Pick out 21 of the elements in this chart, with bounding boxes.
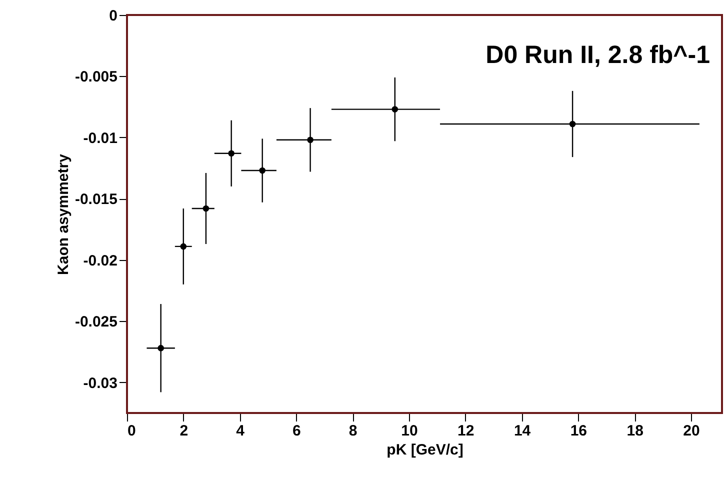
x-tick-label: 16 bbox=[570, 422, 588, 440]
y-tick-label: -0.03 bbox=[83, 374, 118, 392]
x-tick-label: 6 bbox=[292, 422, 301, 440]
x-tick-label: 2 bbox=[180, 422, 188, 440]
x-axis-title: pK [GeV/c] bbox=[386, 442, 464, 458]
annotation: D0 Run II, 2.8 fb^-1 bbox=[486, 41, 710, 69]
x-tick-label: 12 bbox=[458, 422, 474, 440]
x-tick-label: 14 bbox=[514, 422, 532, 440]
x-tick-label: 0 bbox=[128, 422, 136, 440]
x-tick-label: 18 bbox=[626, 422, 644, 440]
y-tick-label: 0 bbox=[109, 8, 118, 24]
y-tick-label: -0.015 bbox=[74, 191, 118, 208]
x-tick-label: 4 bbox=[236, 422, 246, 440]
y-tick-label: -0.02 bbox=[83, 252, 118, 270]
x-tick-label: 10 bbox=[401, 422, 418, 440]
y-axis-title: Kaon asymmetry bbox=[54, 153, 72, 275]
y-tick-label: -0.01 bbox=[83, 130, 118, 147]
y-tick-label: -0.005 bbox=[74, 68, 118, 86]
y-tick-label: -0.025 bbox=[74, 314, 118, 331]
x-tick-label: 8 bbox=[348, 422, 358, 440]
x-tick-label: 20 bbox=[683, 422, 700, 440]
